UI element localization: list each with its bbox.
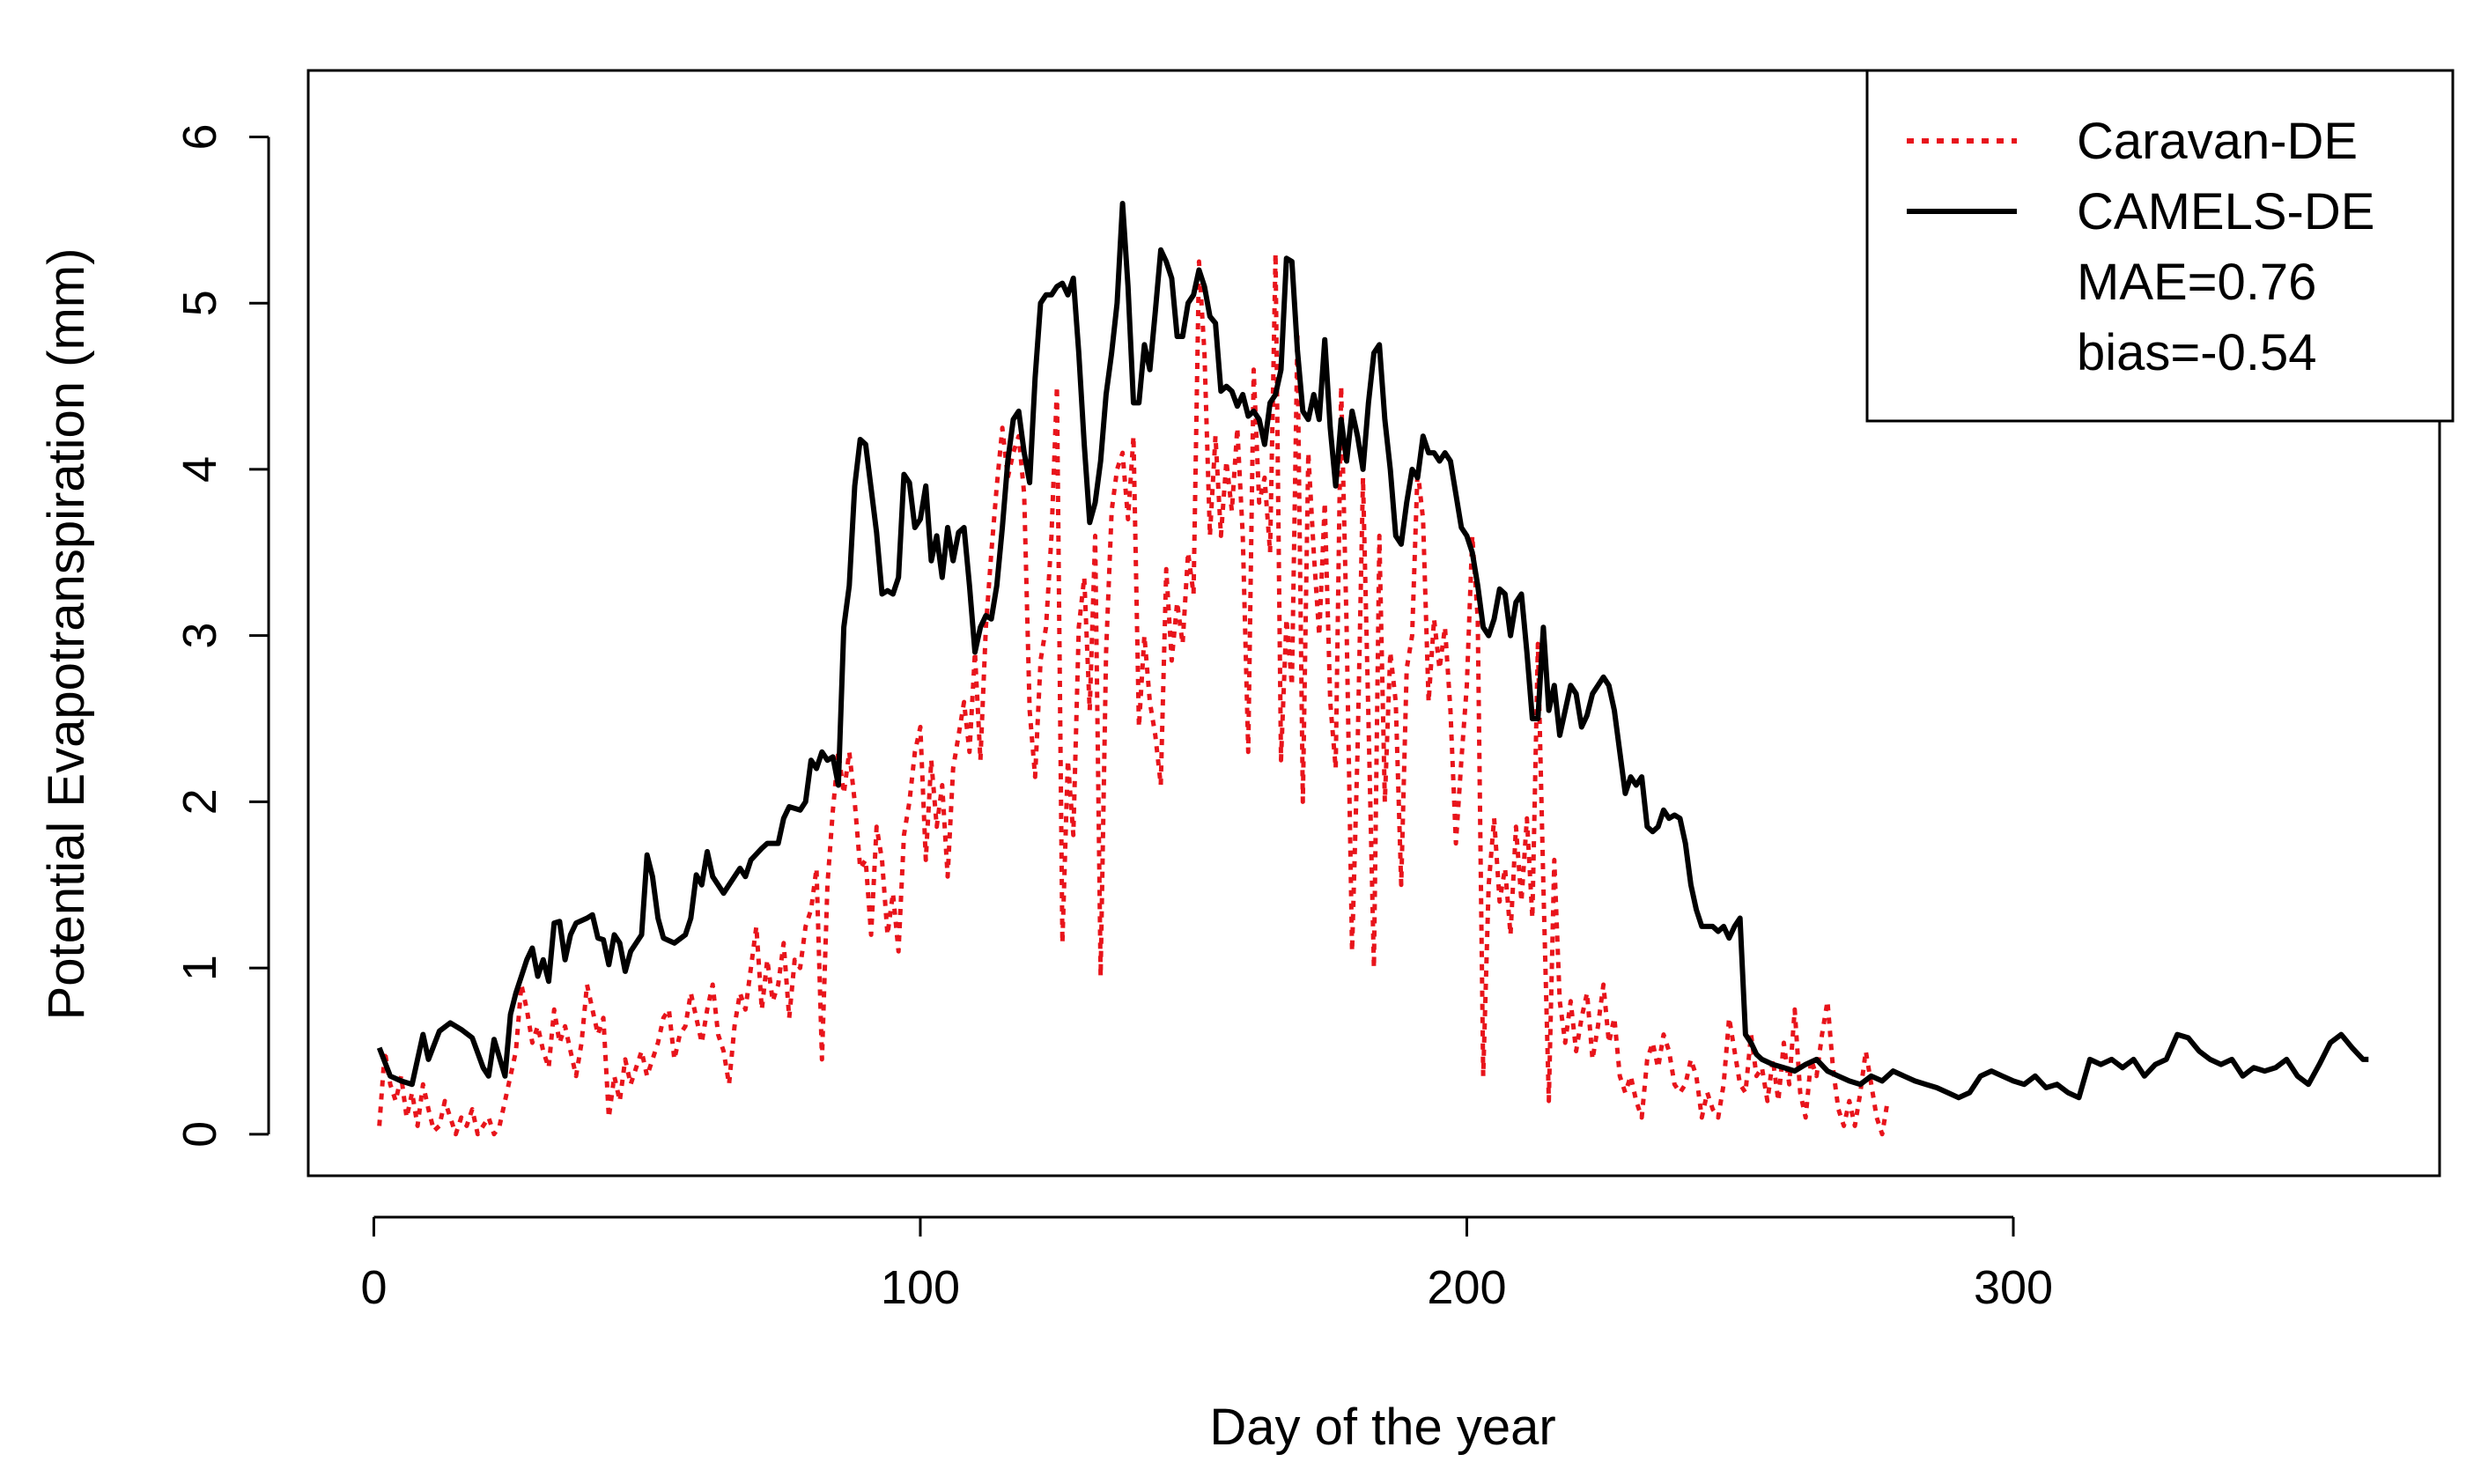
legend-box [1865, 69, 2455, 423]
legend-label-caravan: Caravan-DE [2077, 113, 2358, 170]
y-tick-label: 5 [174, 290, 226, 316]
x-tick-label: 100 [881, 1261, 960, 1314]
y-tick-label: 2 [174, 788, 226, 815]
y-axis-title: Potential Evapotranspiration (mm) [38, 248, 95, 1021]
axes-layer: 0 100 200 300 0 1 2 3 4 5 6 [174, 69, 2441, 1314]
y-tick-label: 4 [174, 456, 226, 483]
x-tick-label: 200 [1427, 1261, 1506, 1314]
x-axis-title: Day of the year [1209, 1399, 1555, 1456]
series-line-camels-de [376, 201, 2369, 1101]
x-tick-label: 0 [360, 1261, 387, 1314]
legend: Caravan-DE CAMELS-DE MAE=0.76 bias=-0.54 [1865, 69, 2455, 423]
y-tick-label: 0 [174, 1121, 226, 1148]
y-tick-label: 6 [174, 123, 226, 150]
y-tick-label: 3 [174, 623, 226, 649]
plot-frame [306, 69, 2441, 1178]
legend-label-camels: CAMELS-DE [2077, 183, 2374, 240]
x-tick-label: 300 [1974, 1261, 2053, 1314]
legend-stat-bias: bias=-0.54 [2077, 324, 2316, 381]
legend-stat-mae: MAE=0.76 [2077, 254, 2316, 311]
series-layer [376, 201, 2369, 1137]
y-tick-label: 1 [174, 955, 226, 981]
